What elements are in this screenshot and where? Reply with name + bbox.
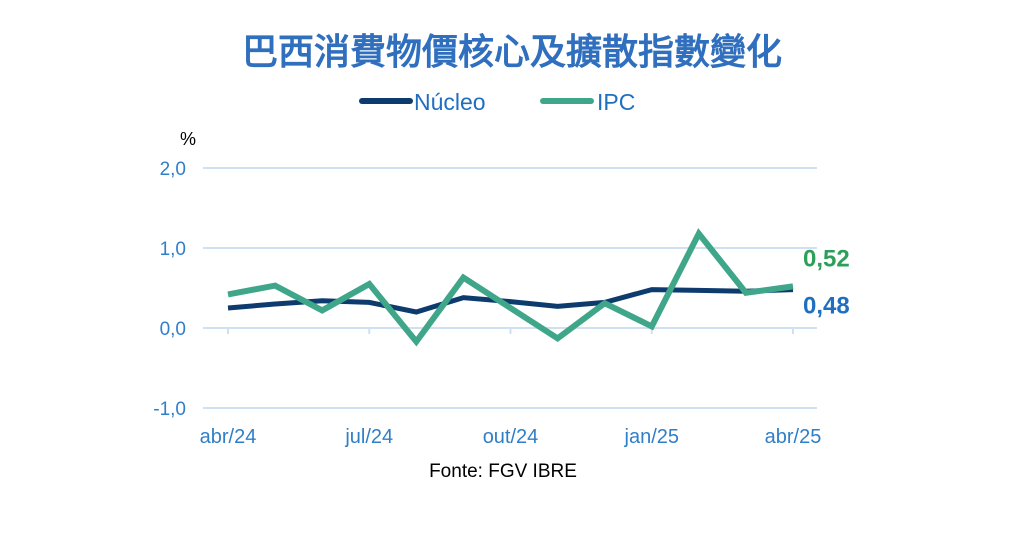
- legend-label-ipc: IPC: [597, 89, 635, 115]
- y-tick-label: 1,0: [160, 239, 186, 260]
- end-label-nucleo: 0,48: [803, 293, 850, 320]
- series: [227, 228, 794, 347]
- end-labels: 0,52 0,48: [803, 245, 850, 319]
- x-tick-label: jul/24: [344, 426, 393, 448]
- legend-label-nucleo: Núcleo: [414, 89, 486, 115]
- grid: [203, 167, 817, 409]
- x-tick-label: abr/25: [765, 426, 822, 448]
- x-tick-label: jan/25: [624, 426, 680, 448]
- y-tick-label: 2,0: [160, 159, 186, 180]
- y-tick-label: 0,0: [160, 319, 186, 340]
- chart-title: 巴西消費物價核心及擴散指數變化: [242, 31, 782, 73]
- x-tick-label: abr/24: [200, 426, 257, 448]
- source-note: Fonte: FGV IBRE: [429, 461, 577, 482]
- y-tick-label: -1,0: [153, 399, 186, 420]
- axis-ticks: 2,0 1,0 0,0 -1,0 abr/24 jul/24 out/24 jan/25 abr…: [153, 159, 821, 448]
- legend: Núcleo IPC: [359, 89, 635, 115]
- series-line-nucleo: [227, 287, 794, 315]
- x-tick-label: out/24: [483, 426, 539, 448]
- series-line-ipc: [227, 228, 794, 347]
- y-axis-unit: %: [180, 129, 196, 149]
- end-label-ipc: 0,52: [803, 245, 850, 272]
